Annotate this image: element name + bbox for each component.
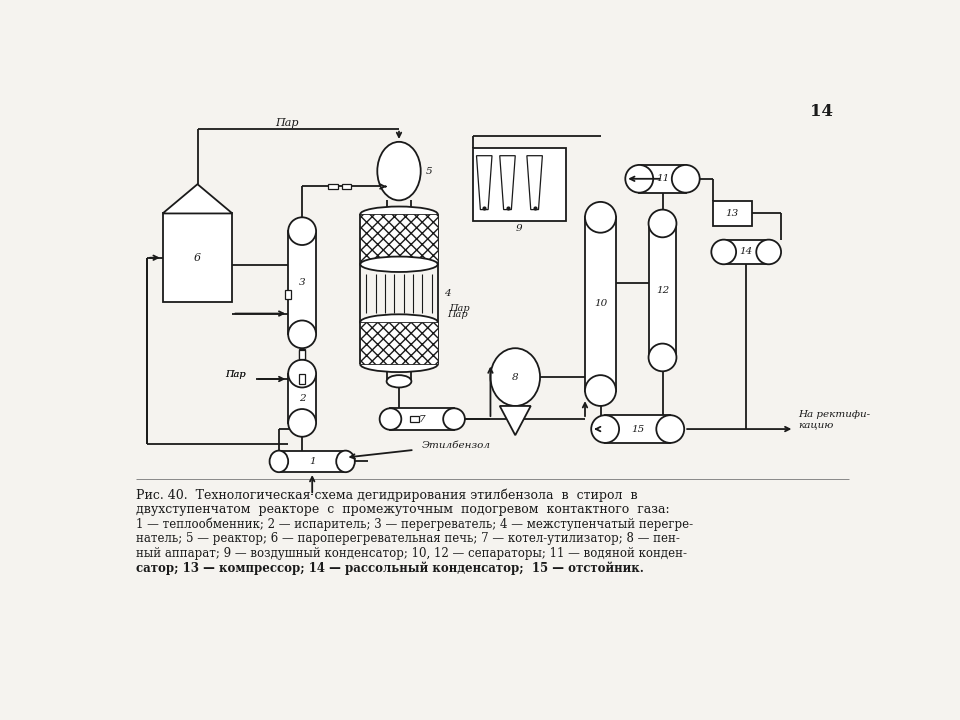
Text: 2: 2 [299, 394, 305, 402]
Bar [162, 213, 232, 302]
Ellipse shape [387, 375, 412, 387]
Ellipse shape [360, 207, 438, 222]
Text: 7: 7 [419, 415, 425, 423]
Ellipse shape [379, 408, 401, 430]
Bar [360, 215, 438, 264]
Text: 11: 11 [656, 174, 669, 184]
Ellipse shape [711, 240, 736, 264]
Bar [391, 408, 454, 430]
Bar [724, 240, 769, 264]
Text: 9: 9 [516, 225, 522, 233]
Text: 15: 15 [631, 425, 644, 433]
Ellipse shape [591, 415, 619, 443]
Text: сатор; 13 — компрессор; 14 — рассольный конденсатор;  15 — отстойник.: сатор; 13 — компрессор; 14 — рассольный … [135, 562, 643, 575]
Ellipse shape [360, 356, 438, 372]
Text: 1: 1 [309, 457, 316, 466]
Ellipse shape [360, 315, 438, 330]
Ellipse shape [288, 217, 316, 245]
Text: Пар: Пар [225, 370, 246, 379]
Ellipse shape [672, 165, 700, 193]
Ellipse shape [270, 451, 288, 472]
Bar [288, 374, 316, 423]
Ellipse shape [625, 165, 653, 193]
Text: Пар: Пар [447, 310, 468, 319]
Text: 3: 3 [299, 278, 305, 287]
Text: 14: 14 [739, 248, 753, 256]
Text: 4: 4 [444, 289, 450, 297]
Bar [639, 165, 685, 193]
Bar [285, 289, 291, 299]
Text: натель; 5 — реактор; 6 — пароперегревательная печь; 7 — котел-утилизатор; 8 — пе: натель; 5 — реактор; 6 — пароперегревате… [135, 532, 680, 545]
Text: 1 — теплообменник; 2 — испаритель; 3 — перегреватель; 4 — межступенчатый перегре: 1 — теплообменник; 2 — испаритель; 3 — п… [135, 518, 692, 531]
Ellipse shape [444, 408, 465, 430]
Ellipse shape [649, 210, 677, 238]
Text: Пар: Пар [449, 304, 470, 313]
Ellipse shape [288, 409, 316, 437]
Ellipse shape [585, 375, 616, 406]
Text: 10: 10 [594, 300, 607, 308]
Bar [605, 415, 670, 443]
Ellipse shape [756, 240, 781, 264]
Bar [585, 217, 616, 390]
Text: двухступенчатом  реакторе  с  промежуточным  подогревом  контактного  газа:: двухступенчатом реакторе с промежуточным… [135, 503, 669, 516]
Text: 5: 5 [426, 166, 433, 176]
Ellipse shape [377, 142, 420, 200]
Bar [300, 350, 305, 359]
Ellipse shape [288, 360, 316, 387]
Ellipse shape [657, 415, 684, 443]
Ellipse shape [649, 343, 677, 372]
Bar [278, 451, 346, 472]
Bar [300, 349, 305, 359]
Bar [342, 184, 351, 189]
Bar [410, 416, 420, 422]
Polygon shape [500, 406, 531, 435]
Ellipse shape [288, 320, 316, 348]
Text: 14: 14 [810, 104, 833, 120]
Text: 13: 13 [726, 209, 739, 218]
Ellipse shape [585, 202, 616, 233]
Bar [472, 148, 565, 221]
Bar [649, 223, 677, 357]
Text: 8: 8 [512, 372, 518, 382]
Text: 6: 6 [194, 253, 201, 263]
Bar [288, 231, 316, 334]
Polygon shape [162, 184, 232, 213]
Bar [360, 322, 438, 364]
Bar [300, 374, 305, 384]
Bar [713, 201, 752, 226]
Text: Пар: Пар [275, 117, 299, 127]
Text: Рис. 40.  Технологическая схема дегидрирования этилбензола  в  стирол  в: Рис. 40. Технологическая схема дегидриро… [135, 488, 637, 502]
Bar [328, 184, 338, 189]
Text: ный аппарат; 9 — воздушный конденсатор; 10, 12 — сепараторы; 11 — водяной конден: ный аппарат; 9 — воздушный конденсатор; … [135, 547, 686, 560]
Ellipse shape [336, 451, 355, 472]
Text: На ректифи-
кацию: На ректифи- кацию [798, 410, 871, 430]
Ellipse shape [360, 256, 438, 272]
Text: 12: 12 [656, 286, 669, 295]
Text: Пар: Пар [225, 370, 246, 379]
Ellipse shape [491, 348, 540, 406]
Text: Этилбензол: Этилбензол [422, 441, 492, 450]
